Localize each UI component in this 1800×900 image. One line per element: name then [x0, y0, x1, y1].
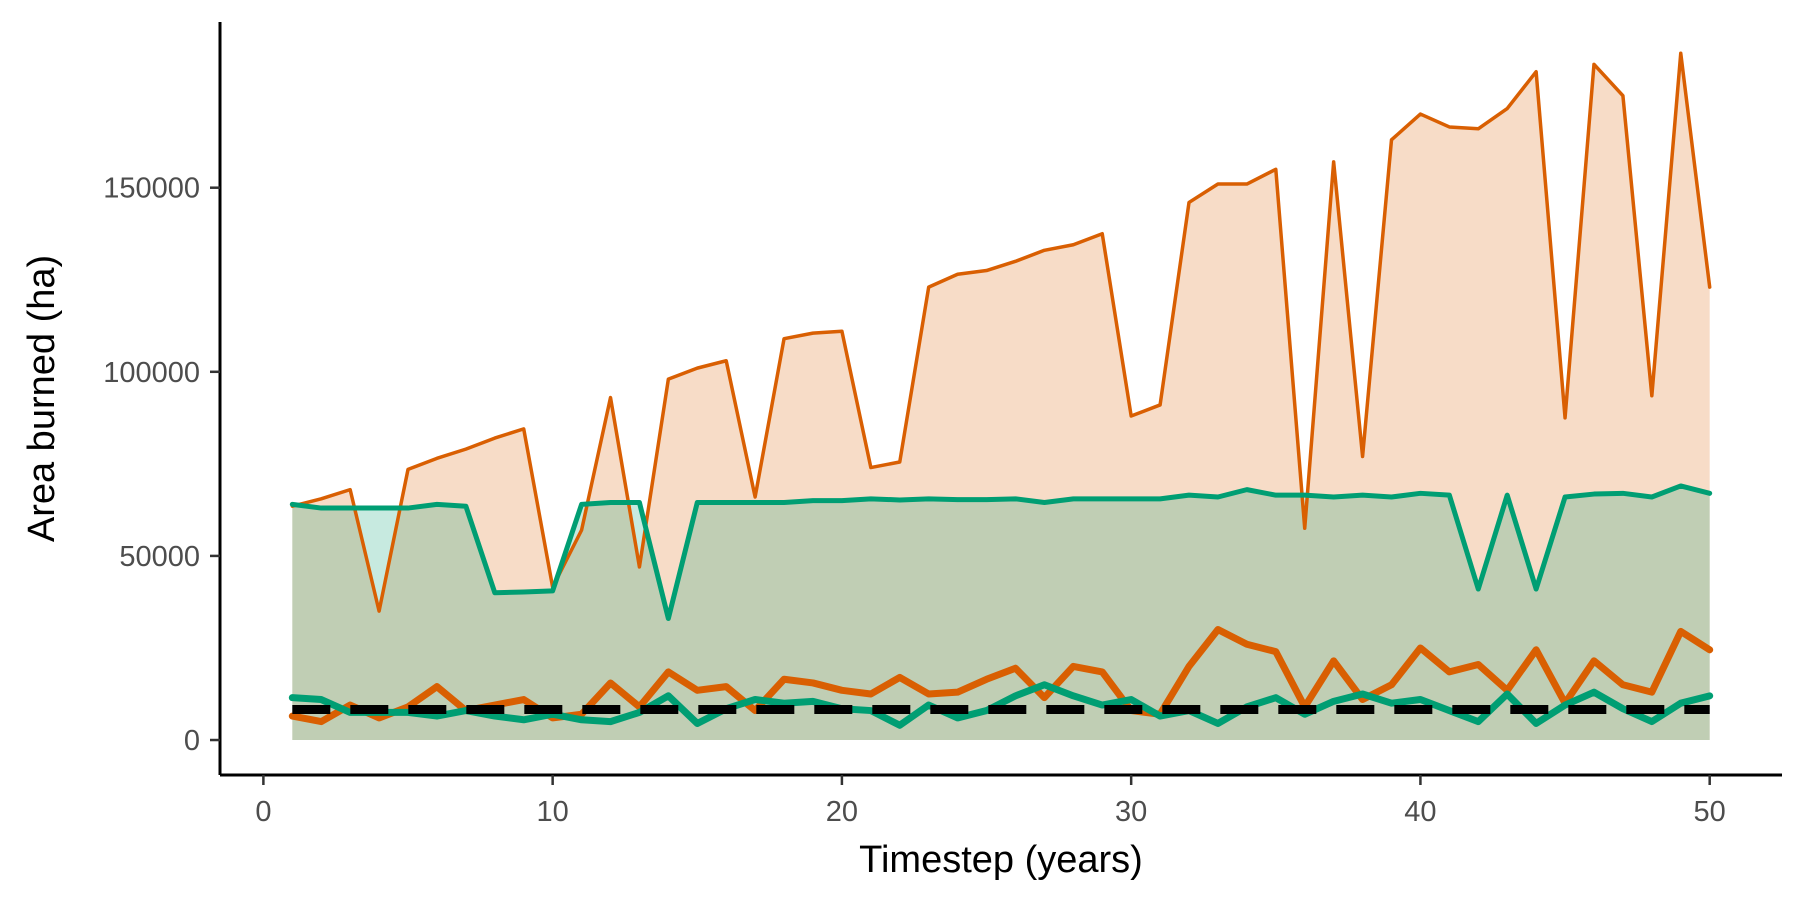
series-0-orange-max-fill [292, 53, 1710, 741]
series-fills [292, 53, 1710, 741]
series-1-green-max-fill [292, 485, 1710, 741]
series-3-green-mean-line [288, 681, 1714, 729]
series-2-orange-mean-line [288, 626, 1714, 726]
series-lines [288, 51, 1714, 729]
x-tick-label-30: 30 [1115, 796, 1147, 828]
x-tick-label-50: 50 [1694, 796, 1726, 828]
x-tick-label-40: 40 [1404, 796, 1436, 828]
y-tick-label-150000: 150000 [103, 173, 200, 205]
axes: 0 10 20 30 40 50 0 50000 100000 150000 [103, 22, 1782, 828]
x-tick-label-20: 20 [826, 796, 858, 828]
x-tick-label-0: 0 [255, 796, 271, 828]
y-tick-label-50000: 50000 [119, 541, 200, 573]
y-tick-label-100000: 100000 [103, 357, 200, 389]
series-0-orange-max-line [290, 51, 1712, 613]
y-tick-label-0: 0 [184, 725, 200, 757]
x-tick-label-10: 10 [537, 796, 569, 828]
series-1-green-max-line [289, 483, 1713, 622]
y-axis-title: Area burned (ha) [21, 255, 63, 542]
x-axis-title: Timestep (years) [859, 839, 1143, 881]
